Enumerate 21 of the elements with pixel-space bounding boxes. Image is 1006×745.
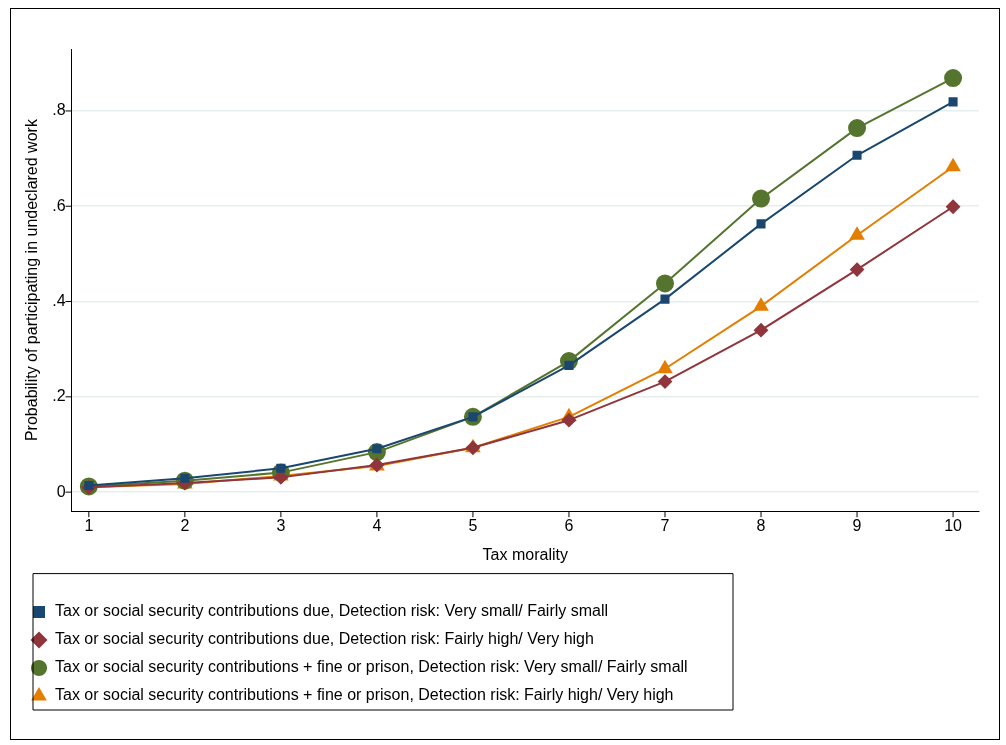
x-tick-label: 3: [276, 517, 286, 535]
x-tick-label: 4: [372, 517, 382, 535]
legend-label: Tax or social security contributions due, Detection risk: Fairly high/ Very high: [55, 630, 594, 648]
x-tick-label: 2: [180, 517, 190, 535]
y-tick-label: .2: [52, 387, 66, 405]
x-tick-label: 7: [660, 517, 670, 535]
x-tick-label: 1: [84, 517, 94, 535]
x-axis-title: Tax morality: [482, 546, 568, 564]
x-tick-label: 10: [944, 517, 963, 535]
legend-label: Tax or social security contributions + fine or prison, Detection risk: Very small/ Fairly small: [55, 658, 688, 676]
legend-label: Tax or social security contributions + fine or prison, Detection risk: Fairly high/ Very high: [55, 686, 674, 704]
x-tick-label: 9: [852, 517, 862, 535]
x-tick-label: 8: [756, 517, 766, 535]
x-tick-label: 5: [468, 517, 478, 535]
legend-label: Tax or social security contributions due, Detection risk: Very small/ Fairly small: [55, 602, 609, 620]
y-axis-title: Probability of participating in undeclared work: [23, 118, 41, 442]
y-tick-label: 0: [56, 482, 66, 500]
y-tick-label: .8: [52, 101, 66, 119]
x-tick-label: 6: [564, 517, 574, 535]
y-tick-label: .4: [52, 291, 66, 309]
y-tick-label: .6: [52, 196, 66, 214]
